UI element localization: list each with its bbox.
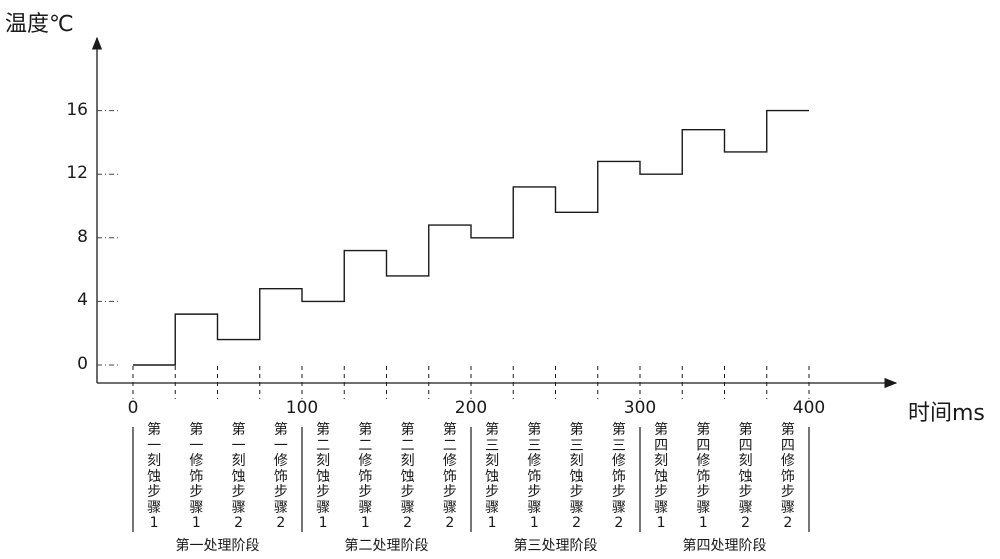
step-label: 第一修饰步骤1 bbox=[187, 423, 205, 532]
step-label: 第一刻蚀步骤1 bbox=[145, 423, 163, 532]
y-axis-title: 温度℃ bbox=[5, 6, 74, 38]
step-label: 第四刻蚀步骤1 bbox=[652, 423, 670, 532]
phase-label: 第二处理阶段 bbox=[327, 535, 447, 555]
phase-label: 第一处理阶段 bbox=[158, 535, 278, 555]
step-label: 第三刻蚀步骤2 bbox=[568, 423, 586, 532]
y-tick-label: 8 bbox=[0, 227, 88, 247]
x-tick-label: 0 bbox=[103, 398, 163, 418]
x-tick-label: 400 bbox=[779, 398, 839, 418]
temperature-step-line bbox=[133, 111, 809, 365]
step-label: 第二刻蚀步骤2 bbox=[399, 423, 417, 532]
phase-label: 第四处理阶段 bbox=[665, 535, 785, 555]
x-tick-label: 200 bbox=[441, 398, 501, 418]
y-tick-label: 4 bbox=[0, 290, 88, 310]
x-axis-title: 时间ms bbox=[908, 395, 985, 427]
step-label: 第一刻蚀步骤2 bbox=[230, 423, 248, 532]
y-tick-label: 0 bbox=[0, 354, 88, 374]
step-label: 第三修饰步骤2 bbox=[610, 423, 628, 532]
step-label: 第四修饰步骤1 bbox=[694, 423, 712, 532]
y-tick-label: 12 bbox=[0, 163, 88, 183]
step-label: 第三刻蚀步骤1 bbox=[483, 423, 501, 532]
x-tick-label: 300 bbox=[610, 398, 670, 418]
phase-label: 第三处理阶段 bbox=[496, 535, 616, 555]
step-label: 第二刻蚀步骤1 bbox=[314, 423, 332, 532]
x-tick-label: 100 bbox=[272, 398, 332, 418]
y-tick-label: 16 bbox=[0, 100, 88, 120]
step-label: 第二修饰步骤1 bbox=[356, 423, 374, 532]
step-label: 第二修饰步骤2 bbox=[441, 423, 459, 532]
step-label: 第四刻蚀步骤2 bbox=[737, 423, 755, 532]
step-label: 第三修饰步骤1 bbox=[525, 423, 543, 532]
step-label: 第一修饰步骤2 bbox=[272, 423, 290, 532]
step-label: 第四修饰步骤2 bbox=[779, 423, 797, 532]
